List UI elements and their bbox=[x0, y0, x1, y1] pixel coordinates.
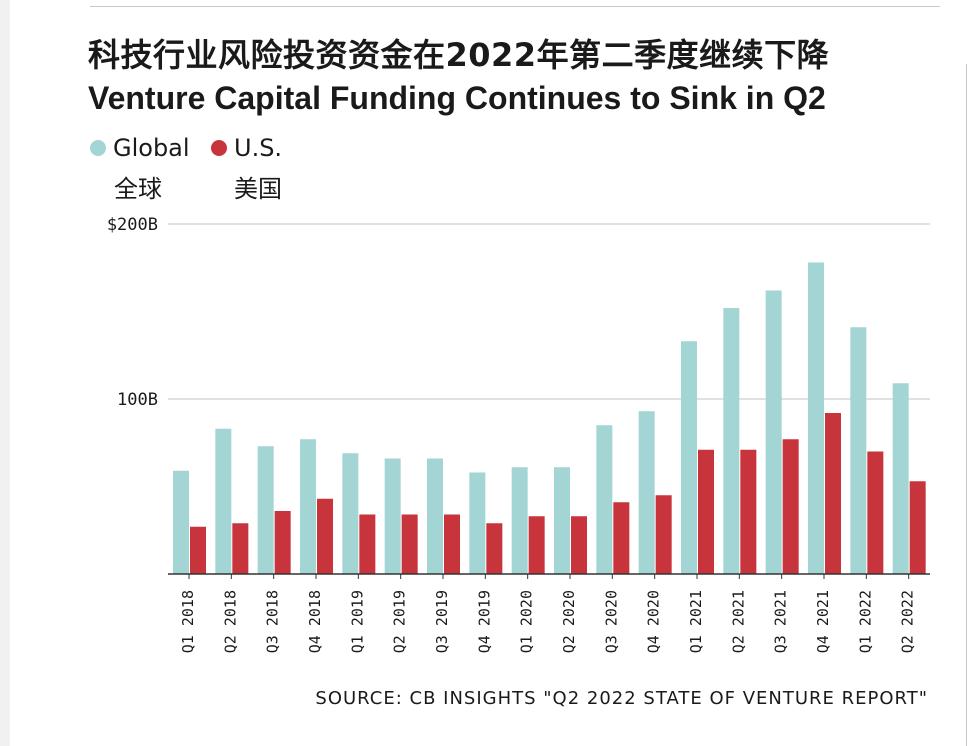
legend-global-swatch bbox=[90, 140, 106, 156]
legend-global-label: Global bbox=[113, 134, 190, 162]
x-tick-label: Q1 2019 bbox=[348, 590, 366, 653]
bar-global bbox=[596, 425, 613, 574]
right-divider bbox=[966, 64, 967, 746]
bar-global bbox=[892, 383, 909, 574]
bar-global bbox=[850, 327, 867, 574]
bar-us bbox=[909, 481, 926, 574]
bar-us bbox=[825, 413, 841, 574]
page-edge-strip bbox=[0, 0, 10, 746]
bar-global bbox=[257, 446, 274, 574]
bar-global bbox=[723, 308, 740, 574]
legend-us-swatch bbox=[211, 140, 227, 156]
x-tick-label: Q1 2022 bbox=[856, 590, 874, 653]
legend-us: U.S. bbox=[211, 134, 282, 162]
bar-global bbox=[300, 439, 316, 574]
bar-global bbox=[681, 341, 697, 574]
bar-global bbox=[554, 467, 570, 574]
bar-us bbox=[317, 498, 333, 574]
x-tick-label: Q2 2018 bbox=[221, 590, 239, 653]
bar-us bbox=[359, 514, 376, 574]
bar-us bbox=[528, 516, 545, 574]
legend-us-label-cn: 美国 bbox=[234, 175, 282, 203]
bar-global bbox=[215, 428, 232, 574]
bar-us bbox=[444, 514, 460, 574]
x-tick-label: Q2 2020 bbox=[560, 590, 578, 653]
bar-us bbox=[740, 449, 757, 574]
bar-global bbox=[638, 411, 655, 574]
x-tick-label: Q2 2021 bbox=[729, 590, 747, 653]
x-tick-label: Q4 2018 bbox=[306, 590, 324, 653]
bar-us bbox=[867, 451, 884, 574]
bar-global bbox=[342, 453, 359, 574]
x-tick-label: Q4 2021 bbox=[814, 590, 832, 653]
bar-global bbox=[384, 458, 401, 574]
bar-us bbox=[571, 516, 587, 574]
x-tick-label: Q1 2020 bbox=[518, 590, 536, 653]
x-tick-label: Q3 2021 bbox=[772, 590, 790, 653]
bar-us bbox=[698, 449, 714, 574]
bar-us bbox=[486, 523, 503, 574]
chart-title-english: Venture Capital Funding Continues to Sin… bbox=[88, 80, 826, 116]
bar-us bbox=[613, 502, 630, 574]
bar-us bbox=[190, 526, 206, 574]
bar-global bbox=[469, 472, 486, 574]
bar-global bbox=[511, 467, 528, 574]
x-tick-label: Q1 2021 bbox=[687, 590, 705, 653]
x-tick-label: Q3 2020 bbox=[602, 590, 620, 653]
y-tick-label: $200B bbox=[107, 215, 158, 235]
bar-us bbox=[232, 523, 249, 574]
x-tick-label: Q2 2019 bbox=[391, 590, 409, 653]
bar-global bbox=[765, 290, 782, 574]
top-divider bbox=[90, 6, 940, 7]
y-tick-label: 100B bbox=[117, 390, 158, 410]
bar-global bbox=[808, 262, 824, 574]
bar-us bbox=[401, 514, 418, 574]
x-tick-label: Q3 2018 bbox=[264, 590, 282, 653]
x-tick-label: Q3 2019 bbox=[433, 590, 451, 653]
bar-global bbox=[173, 470, 189, 574]
chart-title-chinese: 科技行业风险投资资金在2022年第二季度继续下降 bbox=[88, 36, 830, 74]
x-tick-label: Q4 2019 bbox=[475, 590, 493, 653]
legend-us-label: U.S. bbox=[234, 134, 283, 162]
legend-global-label-cn: 全球 bbox=[114, 175, 162, 203]
x-tick-label: Q1 2018 bbox=[179, 590, 197, 653]
source-note: SOURCE: CB INSIGHTS "Q2 2022 STATE OF VE… bbox=[315, 688, 928, 709]
bar-us bbox=[782, 439, 799, 574]
bar-global bbox=[427, 458, 443, 574]
bar-us bbox=[274, 511, 291, 574]
x-tick-label: Q4 2020 bbox=[645, 590, 663, 653]
legend-global: Global bbox=[90, 134, 190, 162]
x-tick-label: Q2 2022 bbox=[899, 590, 917, 653]
bar-us bbox=[655, 495, 672, 574]
